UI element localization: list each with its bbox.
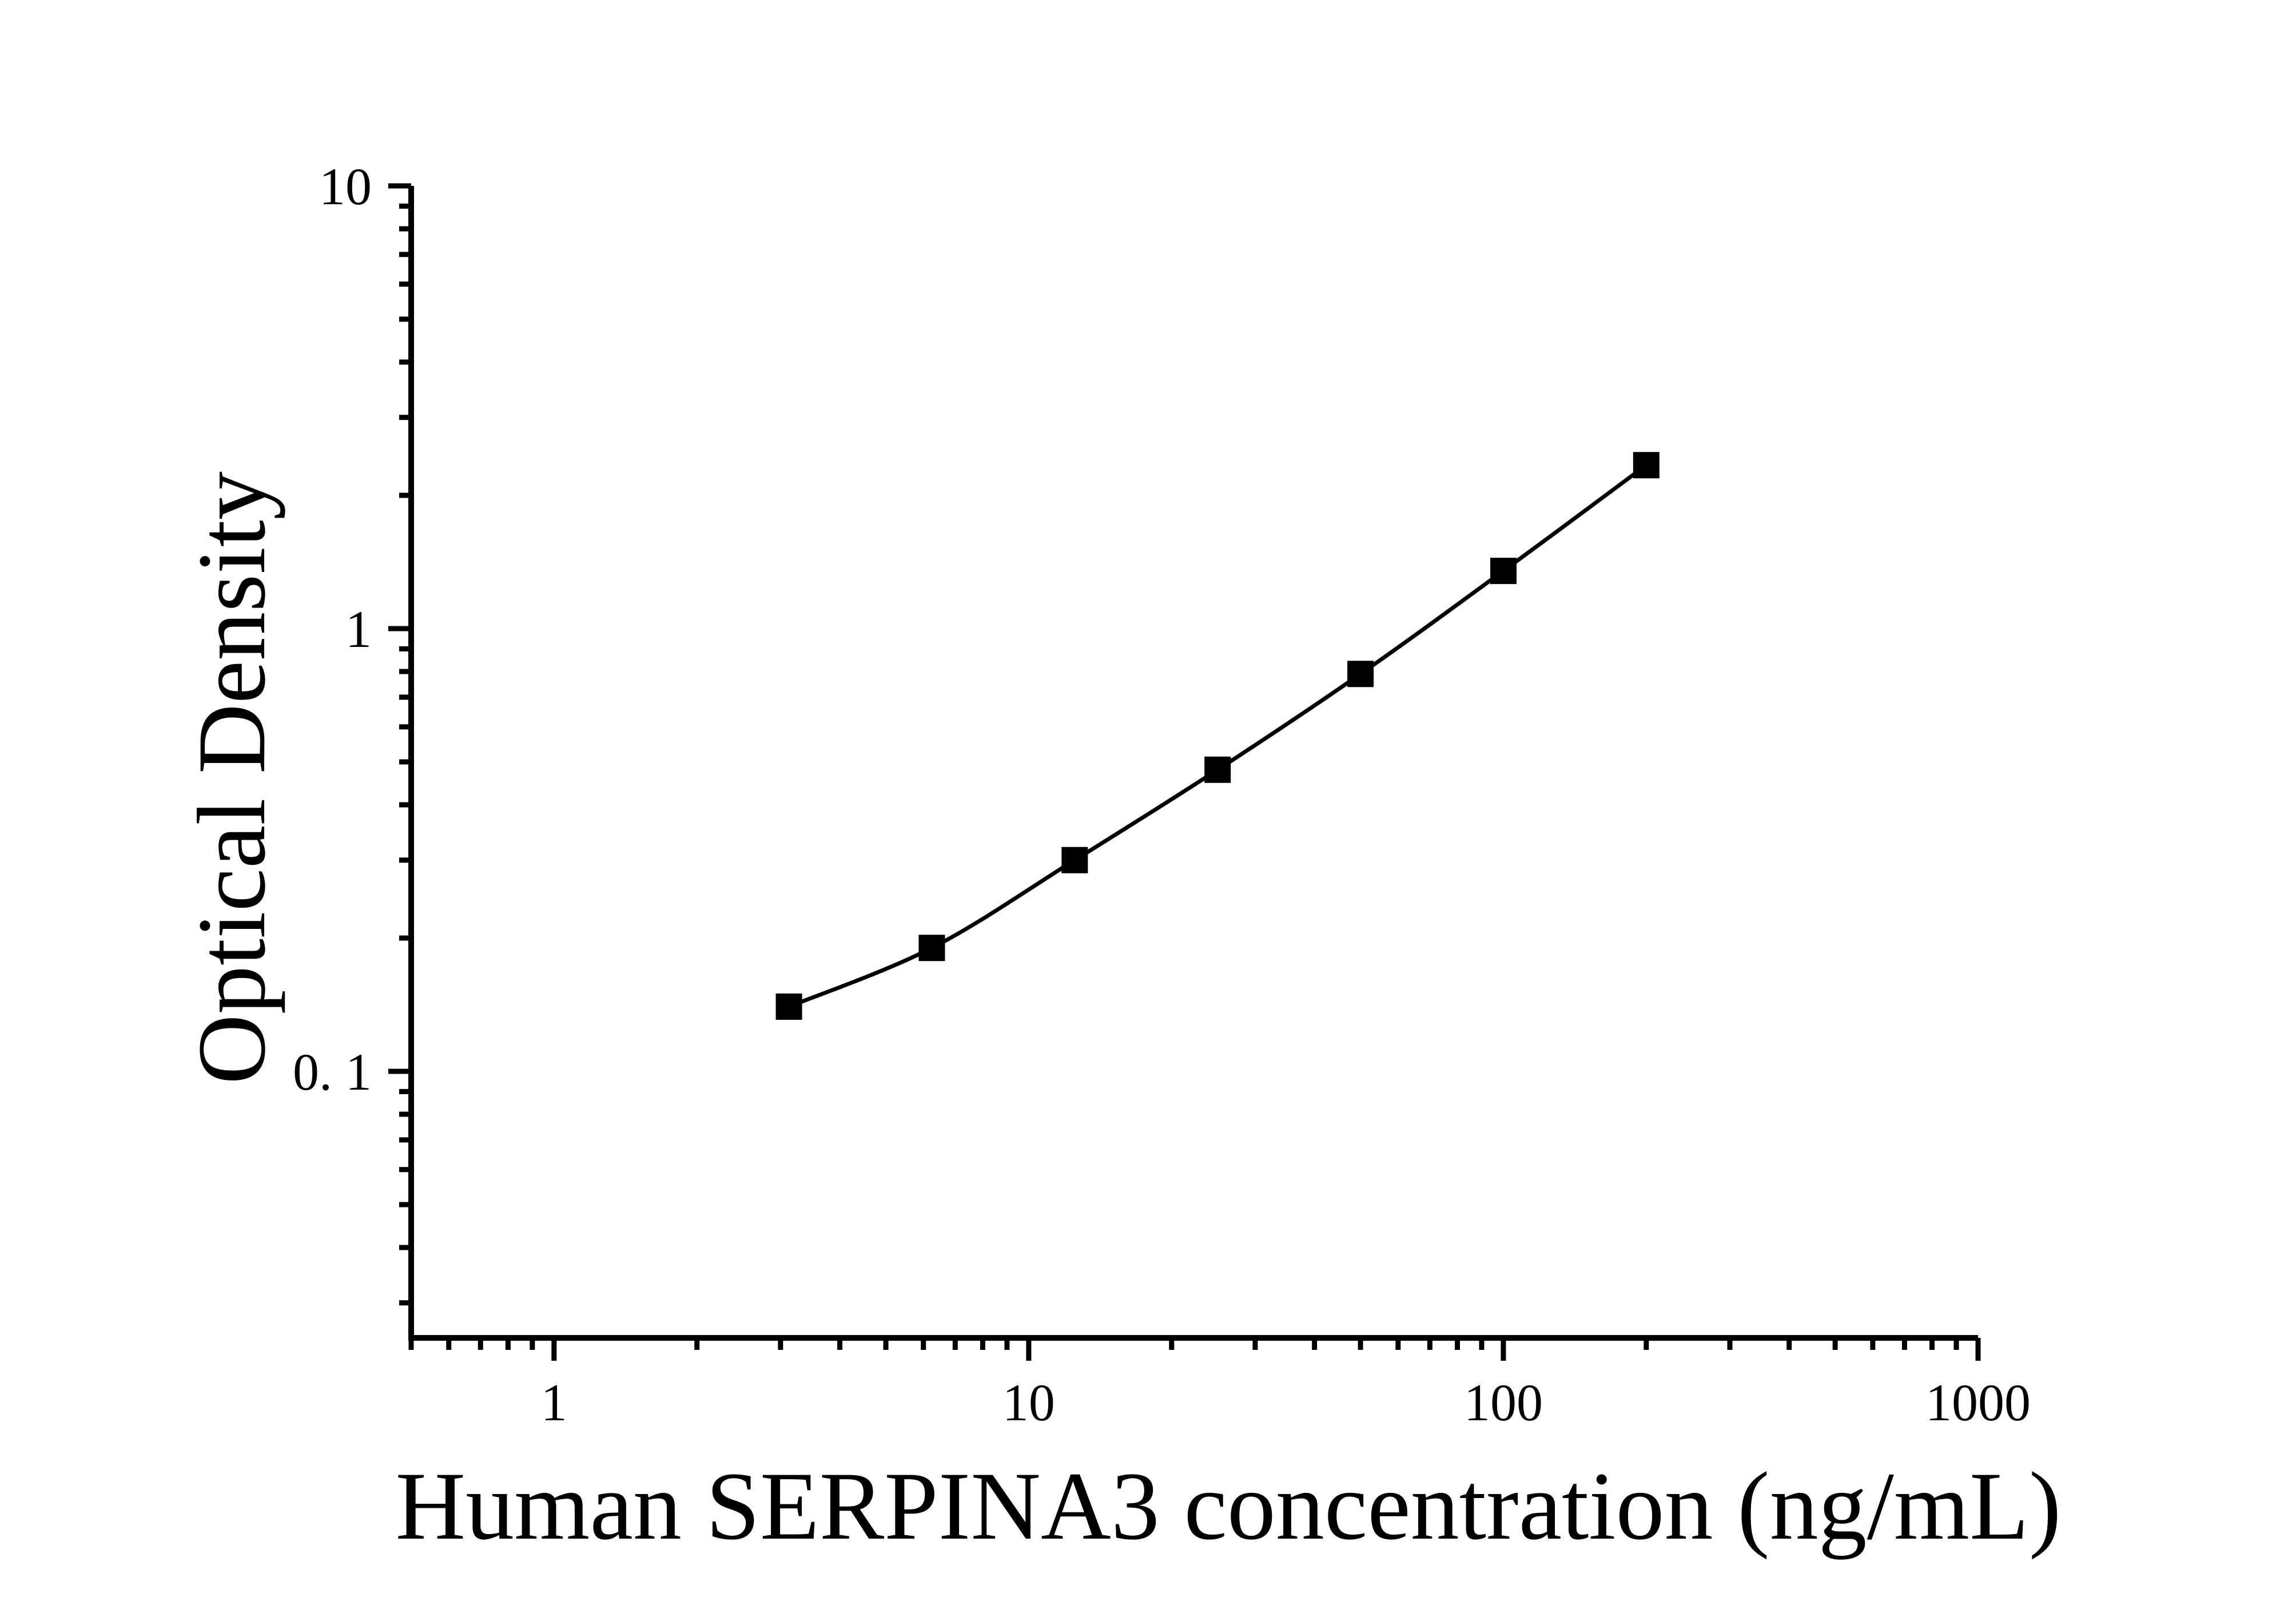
y-tick-label: 1	[345, 600, 372, 658]
data-point-marker	[1347, 661, 1374, 688]
data-point-marker	[775, 993, 802, 1020]
data-point-marker	[918, 935, 945, 962]
data-point-marker	[1490, 558, 1517, 585]
x-tick-label: 1000	[1925, 1373, 2031, 1432]
axes	[408, 186, 1978, 1341]
y-axis-title: Optical Density	[178, 471, 285, 1084]
y-tick-label: 0. 1	[293, 1043, 372, 1101]
data-point-marker	[1633, 452, 1660, 479]
x-tick-label: 100	[1464, 1373, 1543, 1432]
axis-frame	[408, 186, 1978, 1341]
data-point-marker	[1061, 847, 1088, 873]
x-tick-label: 10	[1002, 1373, 1055, 1432]
axis-tick-labels: 1 10 100 1000 0. 1 1 10	[293, 157, 2031, 1432]
data-series	[775, 452, 1660, 1020]
y-tick-label: 10	[319, 157, 372, 216]
x-axis-title: Human SERPINA3 concentration (ng/mL)	[395, 1452, 2061, 1560]
x-tick-label: 1	[541, 1373, 567, 1432]
data-point-marker	[1204, 756, 1231, 783]
axis-ticks	[388, 183, 1981, 1361]
standard-curve-line	[788, 463, 1648, 1009]
